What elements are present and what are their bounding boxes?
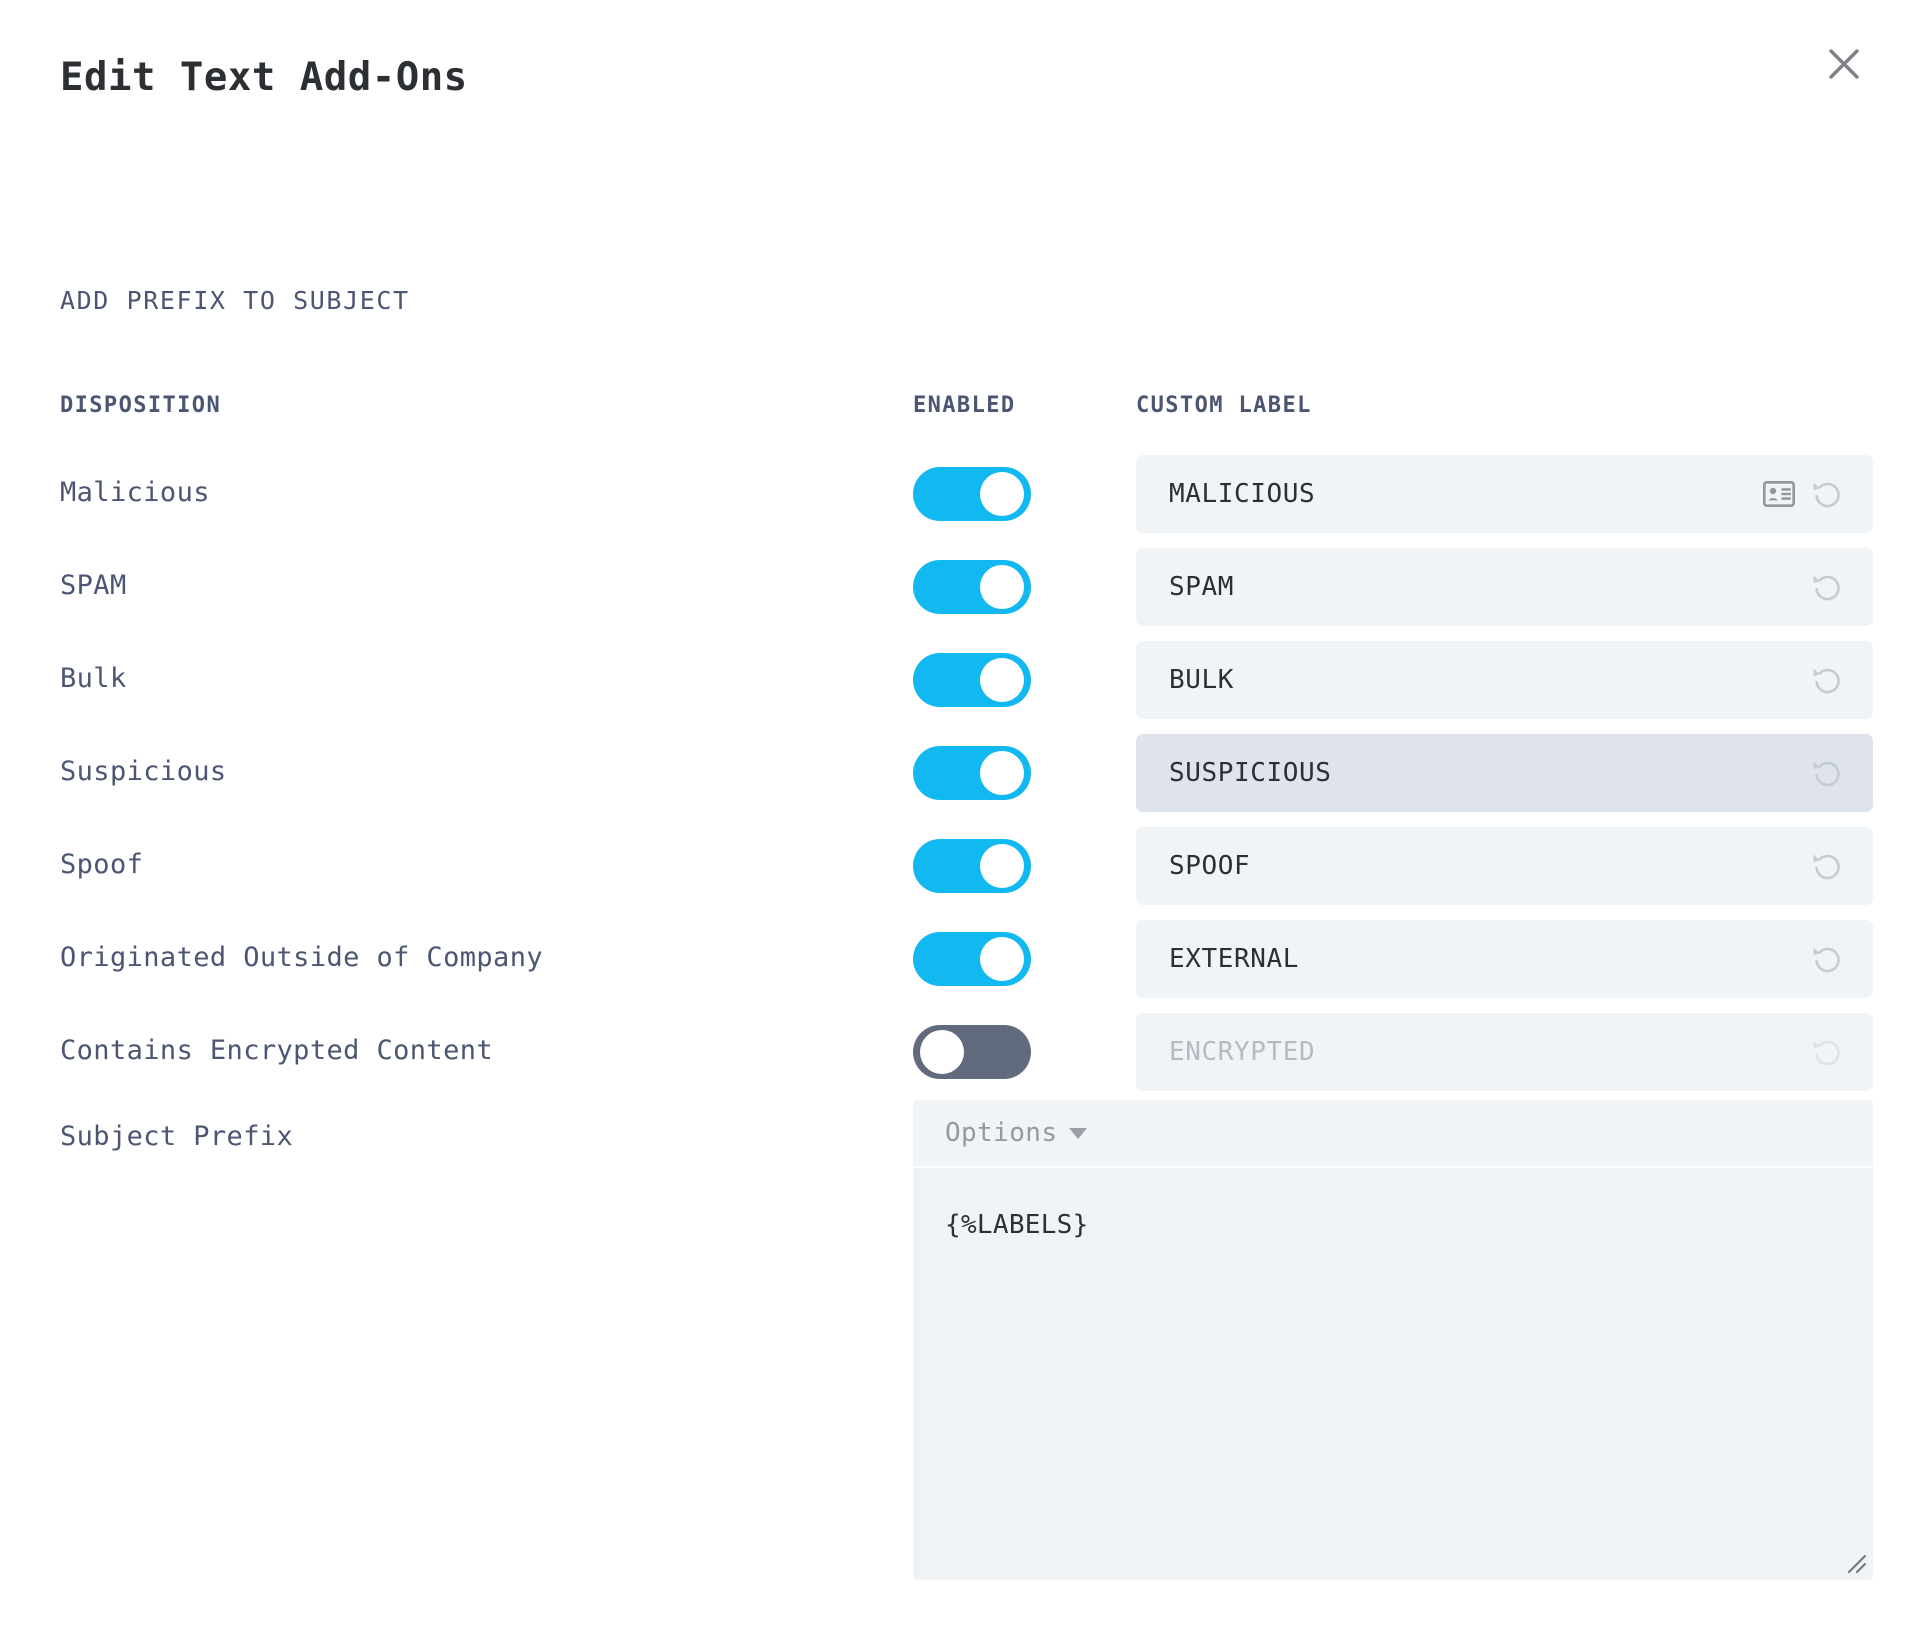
field-icons: [1809, 941, 1845, 977]
custom-label-value: SPAM: [1169, 572, 1235, 602]
disposition-label: Malicious: [60, 477, 210, 508]
close-icon[interactable]: [1820, 40, 1868, 88]
column-header-disposition: DISPOSITION: [60, 393, 222, 418]
column-header-custom-label: CUSTOM LABEL: [1136, 393, 1312, 418]
section-title: ADD PREFIX TO SUBJECT: [60, 286, 410, 315]
subject-prefix-textarea[interactable]: {%LABELS}: [913, 1168, 1873, 1580]
chevron-down-icon: [1069, 1127, 1088, 1139]
enabled-toggle[interactable]: [913, 932, 1031, 986]
field-icons: [1763, 476, 1845, 512]
revert-icon[interactable]: [1809, 476, 1845, 512]
custom-label-field[interactable]: ENCRYPTED: [1136, 1013, 1873, 1091]
custom-label-value: ENCRYPTED: [1169, 1037, 1316, 1067]
custom-label-value: BULK: [1169, 665, 1235, 695]
field-icons: [1809, 1034, 1845, 1070]
disposition-label: SPAM: [60, 570, 127, 601]
field-icons: [1809, 662, 1845, 698]
table-row: Spoof SPOOF: [0, 827, 1908, 920]
revert-icon[interactable]: [1809, 941, 1845, 977]
custom-label-value: SUSPICIOUS: [1169, 758, 1332, 788]
table-row: Malicious MALICIOUS: [0, 455, 1908, 548]
toggle-knob: [980, 658, 1024, 702]
revert-icon[interactable]: [1809, 848, 1845, 884]
disposition-table: Malicious MALICIOUS SPAM SPAM Bulk BULK Suspic…: [0, 455, 1908, 1106]
toggle-knob: [980, 565, 1024, 609]
revert-icon[interactable]: [1809, 1034, 1845, 1070]
toggle-knob: [980, 844, 1024, 888]
column-header-enabled: ENABLED: [913, 393, 1016, 418]
custom-label-value: EXTERNAL: [1169, 944, 1300, 974]
revert-icon[interactable]: [1809, 569, 1845, 605]
enabled-toggle[interactable]: [913, 839, 1031, 893]
dialog-header: Edit Text Add-Ons: [0, 0, 1908, 150]
table-row: Suspicious SUSPICIOUS: [0, 734, 1908, 827]
disposition-label: Spoof: [60, 849, 144, 880]
custom-label-value: MALICIOUS: [1169, 479, 1316, 509]
enabled-toggle[interactable]: [913, 560, 1031, 614]
field-icons: [1809, 848, 1845, 884]
table-row: Contains Encrypted Content ENCRYPTED: [0, 1013, 1908, 1106]
toggle-knob: [980, 472, 1024, 516]
custom-label-field[interactable]: BULK: [1136, 641, 1873, 719]
custom-label-field[interactable]: MALICIOUS: [1136, 455, 1873, 533]
revert-icon[interactable]: [1809, 755, 1845, 791]
subject-prefix-value: {%LABELS}: [945, 1210, 1089, 1240]
resize-grip-icon[interactable]: [1841, 1548, 1867, 1574]
editor-toolbar: Options: [913, 1100, 1873, 1166]
disposition-label: Contains Encrypted Content: [60, 1035, 494, 1066]
table-row: Originated Outside of Company EXTERNAL: [0, 920, 1908, 1013]
field-icons: [1809, 755, 1845, 791]
enabled-toggle[interactable]: [913, 746, 1031, 800]
toggle-knob: [980, 751, 1024, 795]
table-row: Bulk BULK: [0, 641, 1908, 734]
disposition-label: Suspicious: [60, 756, 227, 787]
options-dropdown[interactable]: Options: [945, 1118, 1088, 1148]
options-dropdown-label: Options: [945, 1118, 1058, 1148]
subject-prefix-label: Subject Prefix: [60, 1121, 294, 1152]
enabled-toggle[interactable]: [913, 1025, 1031, 1079]
disposition-label: Originated Outside of Company: [60, 942, 544, 973]
enabled-toggle[interactable]: [913, 653, 1031, 707]
field-icons: [1809, 569, 1845, 605]
custom-label-field[interactable]: SPOOF: [1136, 827, 1873, 905]
id-card-icon[interactable]: [1763, 481, 1795, 507]
subject-prefix-editor: Options {%LABELS}: [913, 1100, 1873, 1580]
toggle-knob: [980, 937, 1024, 981]
table-row: SPAM SPAM: [0, 548, 1908, 641]
enabled-toggle[interactable]: [913, 467, 1031, 521]
toggle-knob: [920, 1030, 964, 1074]
custom-label-field[interactable]: SUSPICIOUS: [1136, 734, 1873, 812]
revert-icon[interactable]: [1809, 662, 1845, 698]
custom-label-field[interactable]: SPAM: [1136, 548, 1873, 626]
disposition-label: Bulk: [60, 663, 127, 694]
page-title: Edit Text Add-Ons: [60, 55, 468, 100]
custom-label-field[interactable]: EXTERNAL: [1136, 920, 1873, 998]
custom-label-value: SPOOF: [1169, 851, 1251, 881]
